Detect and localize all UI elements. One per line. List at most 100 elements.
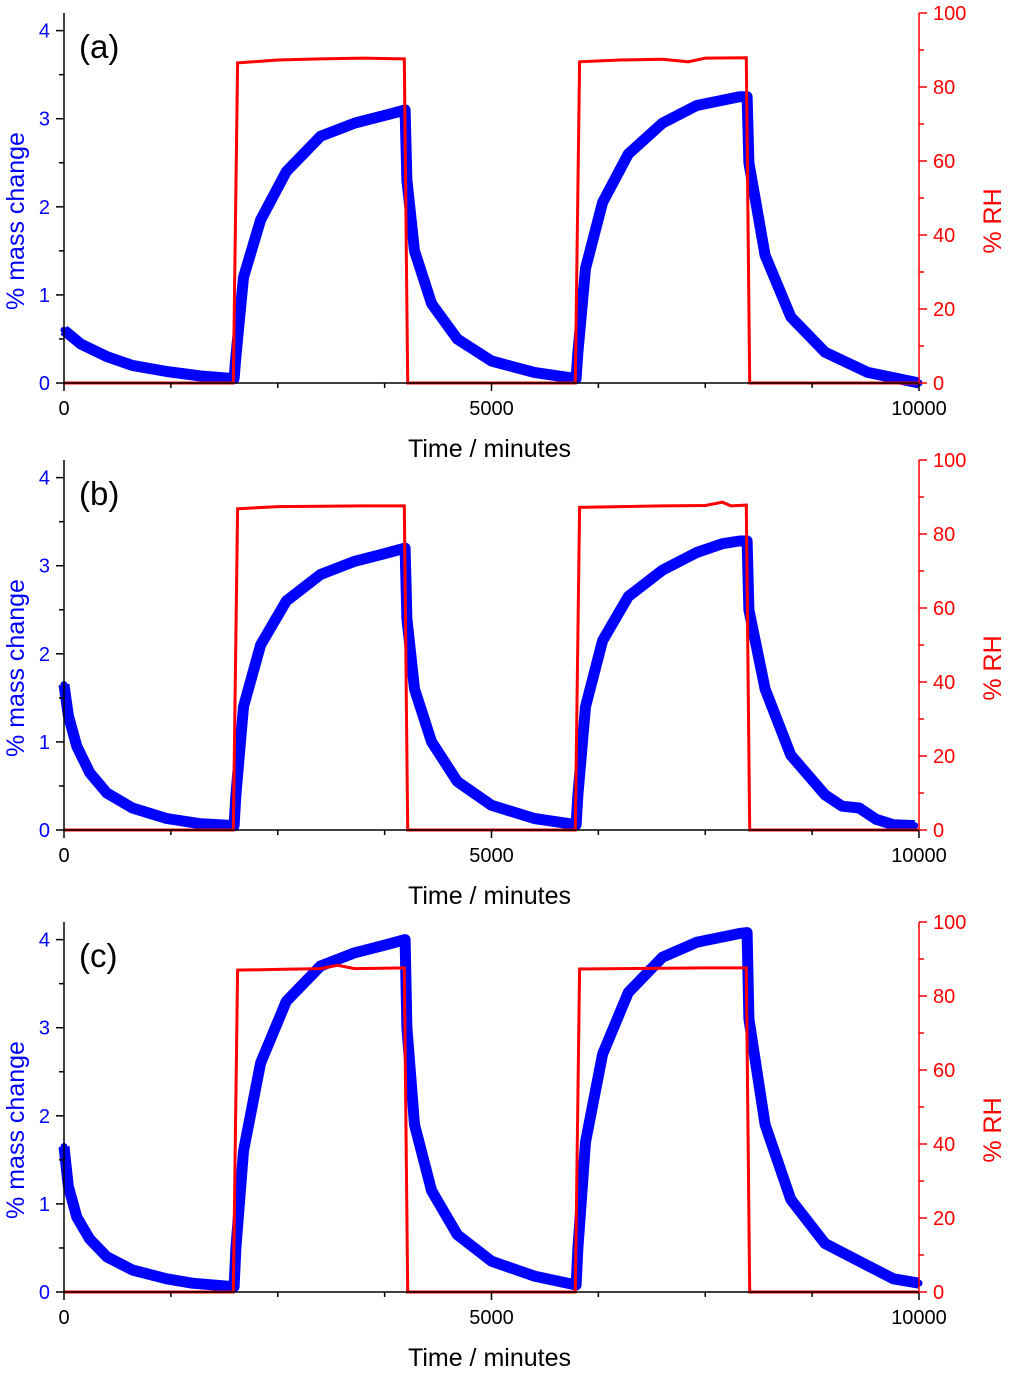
mass-change-point (411, 247, 418, 255)
mass-change-point (599, 198, 607, 206)
y-right-tick-label: 60 (933, 151, 955, 173)
mass-change-point (282, 597, 290, 605)
x-tick-label: 0 (58, 845, 69, 867)
mass-change-series (60, 91, 921, 389)
mass-change-point (488, 801, 495, 809)
mass-change-point (257, 641, 265, 649)
y-left-axis-label: % mass change (2, 1041, 30, 1219)
mass-change-point (163, 815, 171, 822)
y-left-tick-label: 4 (39, 930, 50, 952)
mass-change-point (821, 791, 829, 799)
mass-change-point (624, 593, 632, 600)
mass-change-point (624, 150, 632, 158)
rh-series (64, 56, 919, 385)
mass-change-point (103, 353, 111, 361)
mass-change-point (128, 361, 136, 369)
mass-change-point (582, 1138, 589, 1146)
x-tick-label: 10000 (891, 398, 947, 420)
mass-change-series (58, 927, 920, 1293)
mass-change-point (736, 537, 743, 545)
mass-change-point (787, 751, 795, 759)
mass-change-point (240, 703, 247, 711)
y-right-axis-label: % RH (979, 188, 1007, 253)
mass-change-point (428, 738, 436, 746)
mass-change-point (659, 566, 666, 574)
x-tick-label: 5000 (469, 845, 514, 867)
rh-series (64, 500, 919, 832)
y-right-axis-label: % RH (979, 1097, 1007, 1162)
mass-change-point (163, 368, 171, 375)
mass-change-point (582, 703, 589, 711)
mass-change-point (864, 1262, 872, 1270)
mass-change-point (855, 804, 863, 812)
mass-change-point (889, 1275, 897, 1283)
y-left-tick-label: 0 (39, 1282, 50, 1304)
mass-change-point (736, 93, 743, 101)
mass-change-point (659, 119, 666, 127)
y-right-tick-label: 0 (933, 1282, 944, 1304)
y-right-tick-label: 100 (933, 3, 966, 25)
y-left-tick-label: 2 (39, 197, 50, 219)
mass-change-point (317, 571, 324, 578)
mass-change-point (163, 1275, 171, 1283)
panel-label: (b) (79, 475, 119, 512)
x-tick-label: 10000 (891, 1307, 947, 1329)
mass-change-point (103, 1253, 111, 1261)
mass-change-point (317, 132, 324, 140)
x-tick-label: 0 (58, 398, 69, 420)
mass-change-point (761, 1121, 769, 1129)
mass-change-point (240, 1147, 247, 1155)
y-right-tick-label: 40 (933, 1134, 955, 1156)
y-right-tick-label: 0 (933, 820, 944, 842)
y-right-tick-label: 0 (933, 373, 944, 395)
mass-change-point (86, 769, 94, 777)
x-tick-label: 0 (58, 1307, 69, 1329)
mass-change-point (128, 804, 136, 812)
mass-change-point (624, 989, 632, 996)
y-right-tick-label: 40 (933, 672, 955, 694)
mass-change-point (693, 549, 701, 556)
mass-change-point (736, 930, 743, 937)
mass-change-point (385, 940, 393, 948)
mass-change-point (453, 778, 461, 785)
mass-change-point (889, 821, 897, 829)
mass-change-point (838, 802, 846, 810)
mass-change-point (197, 372, 205, 380)
mass-change-point (351, 949, 359, 957)
y-left-tick-label: 0 (39, 820, 50, 842)
mass-change-point (582, 265, 589, 272)
y-right-tick-label: 80 (933, 524, 955, 546)
mass-change-point (761, 685, 769, 693)
mass-change-point (282, 997, 290, 1005)
x-axis-label: Time / minutes (408, 1344, 571, 1372)
mass-change-point (257, 216, 265, 224)
mass-change-point (128, 1266, 136, 1274)
mass-change-point (64, 712, 72, 719)
y-left-tick-label: 2 (39, 1106, 50, 1128)
mass-change-point (73, 1213, 81, 1221)
y-right-tick-label: 80 (933, 986, 955, 1008)
mass-change-point (693, 938, 701, 946)
y-left-tick-label: 3 (39, 556, 50, 578)
x-tick-label: 10000 (891, 845, 947, 867)
y-left-tick-label: 0 (39, 373, 50, 395)
mass-change-point (530, 1272, 538, 1280)
mass-change-point (411, 685, 418, 693)
y-right-tick-label: 20 (933, 1208, 955, 1230)
mass-change-point (385, 549, 393, 556)
panel-label: (c) (79, 937, 117, 974)
mass-change-point (257, 1059, 265, 1067)
mass-change-point (351, 119, 359, 127)
y-left-tick-label: 4 (39, 468, 50, 490)
mass-change-point (659, 953, 666, 961)
y-right-axis-label: % RH (979, 635, 1007, 700)
rh-series (64, 963, 919, 1294)
mass-change-point (197, 820, 205, 828)
panel-label: (a) (79, 28, 119, 65)
y-right-tick-label: 80 (933, 77, 955, 99)
mass-change-point (103, 789, 111, 797)
